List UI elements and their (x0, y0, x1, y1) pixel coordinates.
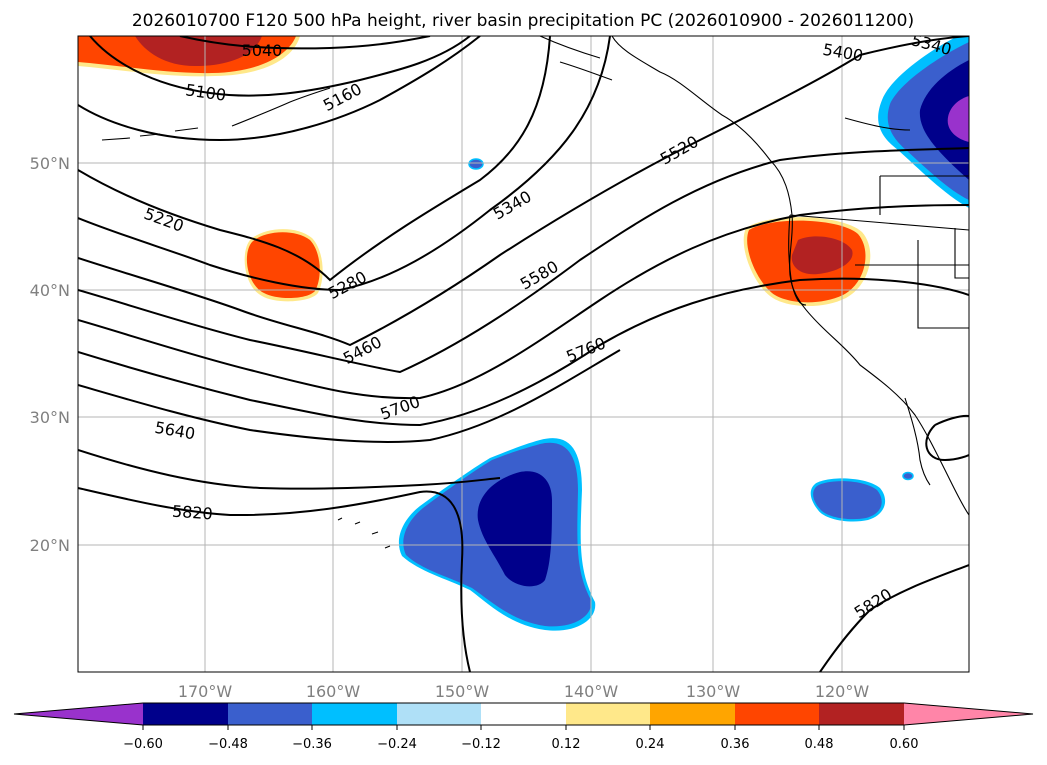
lon-label: 120°W (815, 682, 870, 701)
colorbar-tick-label: −0.12 (461, 737, 501, 752)
colorbar-right-extension (904, 703, 1033, 725)
colorbar-segment (819, 703, 904, 725)
lat-label: 30°N (30, 408, 70, 427)
colorbar-tick-label: −0.24 (377, 737, 417, 752)
colorbar-segment (735, 703, 819, 725)
colorbar-ticks (142, 725, 905, 730)
lon-label: 140°W (564, 682, 619, 701)
map-area: 5040 5100 5160 5220 5280 5340 5400 5340 … (78, 36, 969, 672)
colorbar-tick-label: −0.36 (292, 737, 332, 752)
lon-label: 150°W (435, 682, 490, 701)
lat-label: 40°N (30, 281, 70, 300)
colorbar-segment (566, 703, 650, 725)
colorbar-tick-label: −0.60 (123, 737, 163, 752)
lon-label: 170°W (178, 682, 233, 701)
lon-label: 160°W (306, 682, 361, 701)
colorbar-tick-label: −0.48 (208, 737, 248, 752)
lat-label: 20°N (30, 536, 70, 555)
colorbar-tick-label: 0.36 (721, 737, 750, 752)
colorbar-tick-label: 0.48 (805, 737, 834, 752)
colorbar-segment (143, 703, 228, 725)
colorbar-tick-label: 0.12 (552, 737, 581, 752)
colorbar-segment (397, 703, 481, 725)
colorbar-segment (650, 703, 735, 725)
colorbar-tick-label: 0.24 (636, 737, 665, 752)
colorbar-segment (481, 703, 566, 725)
colorbar-tick-label: 0.60 (890, 737, 919, 752)
map-title: 2026010700 F120 500 hPa height, river ba… (132, 11, 914, 31)
contour-label: 5040 (242, 41, 283, 60)
colorbar: −0.60 −0.48 −0.36 −0.24 −0.12 0.12 0.24 … (13, 702, 1034, 752)
colorbar-segment (312, 703, 397, 725)
latitude-labels: 50°N 40°N 30°N 20°N (30, 154, 70, 555)
longitude-labels: 170°W 160°W 150°W 140°W 130°W 120°W (178, 682, 870, 701)
height-contours (78, 36, 969, 672)
graticule (78, 36, 969, 672)
coastlines (101, 36, 969, 549)
map-frame (77, 35, 970, 673)
contour-label: 5820 (171, 502, 213, 524)
colorbar-left-extension (14, 703, 143, 725)
colorbar-segment (228, 703, 312, 725)
lon-label: 130°W (686, 682, 741, 701)
lat-label: 50°N (30, 154, 70, 173)
